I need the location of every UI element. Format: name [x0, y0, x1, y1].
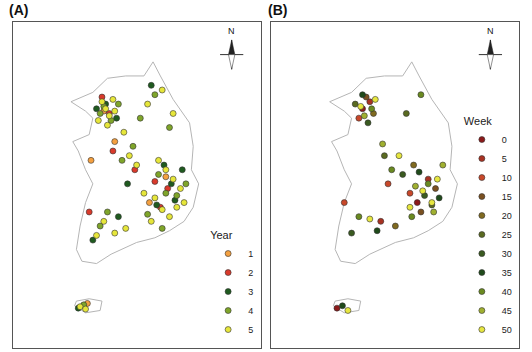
- svg-text:45: 45: [502, 306, 512, 316]
- svg-text:4: 4: [248, 306, 253, 316]
- svg-text:25: 25: [502, 230, 512, 240]
- svg-text:N: N: [487, 26, 494, 36]
- svg-text:20: 20: [502, 211, 512, 221]
- svg-text:30: 30: [502, 249, 512, 259]
- svg-text:(B): (B): [268, 2, 287, 18]
- svg-text:N: N: [228, 26, 235, 36]
- svg-text:2: 2: [248, 268, 253, 278]
- svg-text:Week: Week: [464, 115, 492, 127]
- svg-text:50: 50: [502, 325, 512, 335]
- svg-text:3: 3: [248, 287, 253, 297]
- svg-text:1: 1: [248, 249, 253, 259]
- svg-text:10: 10: [502, 173, 512, 183]
- svg-text:0: 0: [502, 135, 507, 145]
- svg-text:Year: Year: [210, 229, 233, 241]
- svg-text:5: 5: [248, 325, 253, 335]
- svg-text:(A): (A): [9, 2, 28, 18]
- svg-text:5: 5: [502, 154, 507, 164]
- svg-text:35: 35: [502, 268, 512, 278]
- svg-text:40: 40: [502, 287, 512, 297]
- svg-text:15: 15: [502, 192, 512, 202]
